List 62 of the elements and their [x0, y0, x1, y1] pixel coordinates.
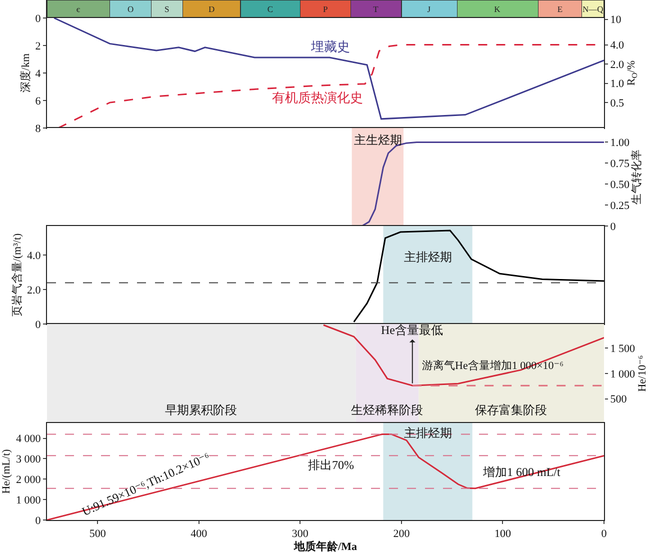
- y2-tick-label: 1 000: [610, 368, 636, 380]
- y2-axis-title: He/10⁻⁶: [636, 355, 649, 392]
- series-label: D: [208, 4, 215, 14]
- series-label: P: [323, 4, 328, 14]
- annotation: 排出70%: [308, 458, 354, 472]
- y2-tick-label: 4.0: [610, 40, 624, 52]
- band-label: 早期累积阶段: [165, 403, 237, 417]
- series-label: N—Q: [582, 4, 604, 14]
- y2-tick-label: 0: [610, 220, 616, 233]
- x-tick-label: 300: [292, 528, 309, 540]
- series-label: 埋藏史: [310, 39, 350, 54]
- y-tick-label: 4.0: [27, 250, 42, 262]
- x-axis-title: 地质年龄/Ma: [293, 540, 358, 552]
- y-tick-label: 2: [35, 40, 41, 52]
- y-tick-label: 2 000: [16, 474, 42, 486]
- y2-tick-label: 10: [610, 14, 622, 26]
- band-label: 主排烃期: [404, 426, 452, 440]
- series-label: S: [164, 4, 170, 14]
- y-tick-label: 1 000: [16, 494, 42, 506]
- y2-tick-label: 1.00: [610, 137, 630, 150]
- band-label: 主生烃期: [354, 133, 402, 147]
- x-tick-label: 200: [393, 528, 410, 540]
- line-series: [353, 230, 604, 323]
- series-label: 有机质热演化史: [272, 90, 363, 105]
- x-tick-label: 500: [89, 528, 106, 540]
- x-tick-label: 400: [190, 528, 208, 540]
- y-tick-label: 6: [35, 95, 42, 108]
- series-label: є: [76, 4, 80, 14]
- annotation: He含量最低: [381, 323, 443, 337]
- y2-tick-label: 1.0: [610, 78, 624, 90]
- y-tick-label: 0: [35, 12, 42, 25]
- band-label: 保存富集阶段: [475, 403, 547, 417]
- y-axis-title: 深度/km: [18, 53, 32, 93]
- y-tick-label: 0: [35, 318, 42, 331]
- y2-tick-label: 0.25: [610, 200, 630, 212]
- y-tick-label: 4 000: [16, 433, 42, 446]
- y2-tick-label: 0.75: [610, 158, 630, 170]
- band-label: 主排烃期: [404, 250, 452, 264]
- y-tick-label: 8: [35, 122, 42, 135]
- band-label: 生烃稀释阶段: [351, 403, 423, 417]
- y2-tick-label: 500: [610, 394, 628, 406]
- series-label: E: [557, 4, 563, 14]
- y-axis-title: He/(mL/t): [0, 448, 13, 494]
- y2-tick-label: 1 500: [610, 343, 636, 356]
- y2-tick-label: 2.0: [610, 58, 624, 71]
- series-label: T: [373, 4, 380, 14]
- y-tick-label: 4: [35, 68, 42, 80]
- series-label: O: [127, 4, 134, 14]
- y-tick-label: 2.0: [27, 284, 42, 296]
- y-tick-label: 3 000: [16, 454, 42, 466]
- y2-tick-label: 0.50: [610, 178, 630, 191]
- y-tick-label: 0: [35, 514, 42, 527]
- line-series: [53, 18, 604, 120]
- series-label: K: [494, 4, 502, 14]
- x-tick-label: 100: [494, 528, 512, 540]
- series-label: C: [267, 4, 274, 14]
- y2-tick-label: 0.5: [610, 97, 624, 110]
- y2-axis-title: 生气转化率: [630, 150, 644, 204]
- series-label: J: [427, 4, 432, 14]
- line-series: [322, 324, 604, 386]
- y-axis-title: 页岩气含量/(m³/t): [10, 232, 24, 317]
- x-tick-label: 0: [601, 528, 608, 540]
